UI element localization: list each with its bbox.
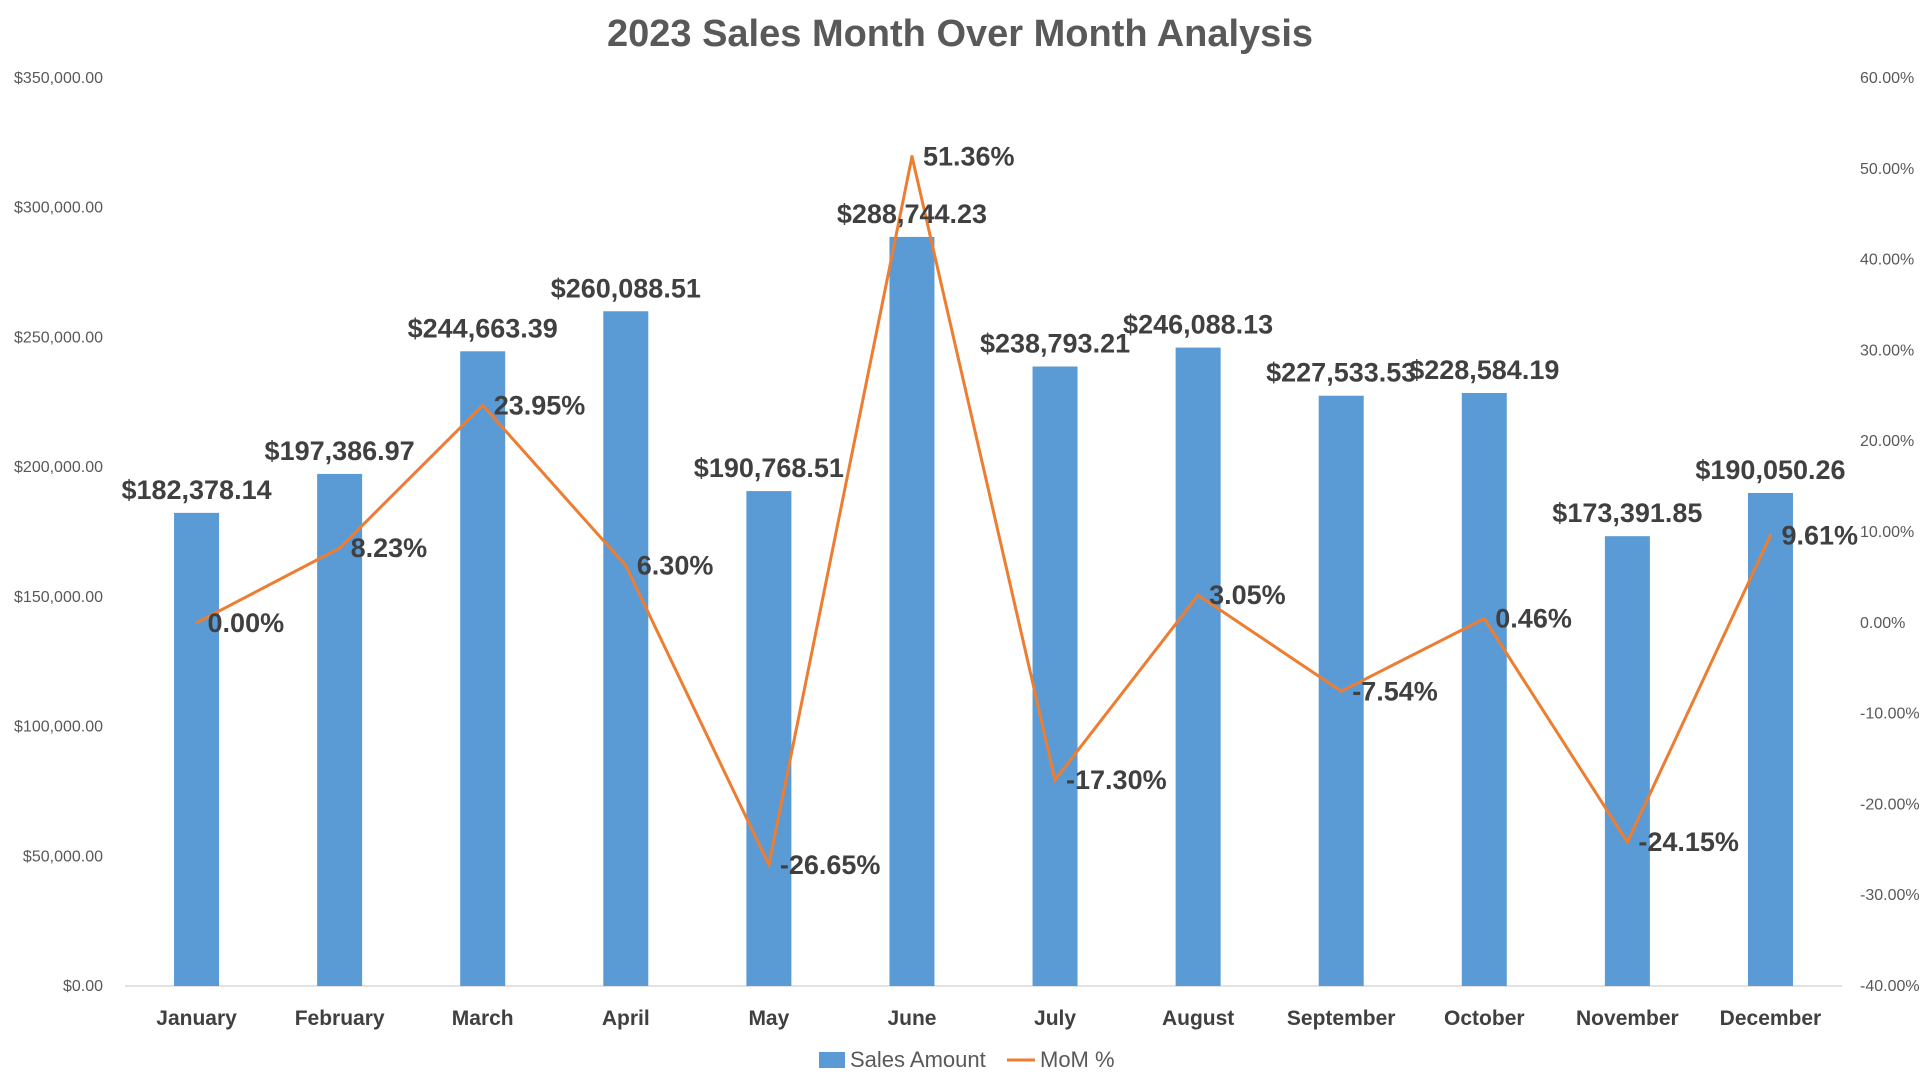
bar-sales-amount	[603, 311, 649, 986]
y-left-tick-label: $150,000.00	[14, 589, 103, 606]
line-data-label: 51.36%	[923, 141, 1015, 171]
point-mom-percent	[624, 564, 628, 568]
chart-title: 2023 Sales Month Over Month Analysis	[607, 13, 1313, 55]
x-category-label: January	[156, 1007, 237, 1030]
bar-data-label: $238,793.21	[980, 329, 1130, 359]
y-left-tick-label: $100,000.00	[14, 719, 103, 736]
line-data-label: -24.15%	[1638, 827, 1739, 857]
point-mom-percent	[767, 863, 771, 867]
x-category-label: December	[1720, 1007, 1822, 1030]
x-category-label: July	[1034, 1007, 1076, 1030]
line-data-label: 3.05%	[1209, 580, 1286, 610]
legend-label-mom: MoM %	[1040, 1047, 1115, 1072]
point-mom-percent	[1482, 617, 1486, 621]
legend-swatch-sales-amount	[819, 1052, 845, 1068]
bar-data-label: $228,584.19	[1409, 355, 1559, 385]
y-right-tick-label: 50.00%	[1860, 161, 1914, 178]
point-mom-percent	[1053, 778, 1057, 782]
bar-data-label: $197,386.97	[265, 436, 415, 466]
x-category-label: August	[1162, 1007, 1234, 1030]
bar-sales-amount	[746, 491, 792, 986]
bar-data-label: $227,533.53	[1266, 358, 1416, 388]
x-category-label: September	[1287, 1007, 1396, 1030]
x-category-label: March	[452, 1007, 514, 1030]
line-data-label: -7.54%	[1352, 676, 1438, 706]
line-series-mom	[195, 154, 1772, 870]
bar-sales-amount	[317, 473, 363, 986]
y-right-tick-label: 60.00%	[1860, 70, 1914, 87]
point-mom-percent	[1196, 593, 1200, 597]
line-data-label: 6.30%	[637, 551, 714, 581]
bar-sales-amount	[174, 512, 220, 986]
y-right-tick-label: -10.00%	[1860, 706, 1920, 723]
y-left-tick-label: $250,000.00	[14, 329, 103, 346]
bar-series-sales-amount	[174, 236, 1793, 986]
bar-data-label: $246,088.13	[1123, 310, 1273, 340]
line-data-label: 0.46%	[1495, 604, 1572, 634]
bar-data-label: $173,391.85	[1552, 498, 1702, 528]
y-left-tick-label: $50,000.00	[23, 848, 103, 865]
bar-sales-amount	[1032, 366, 1078, 986]
y-left-tick-label: $0.00	[63, 978, 103, 995]
point-mom-percent	[481, 403, 485, 407]
line-data-label: -17.30%	[1066, 765, 1167, 795]
point-mom-percent	[910, 154, 914, 158]
y-left-tick-label: $350,000.00	[14, 70, 103, 87]
point-mom-percent	[1625, 840, 1629, 844]
line-data-label: 23.95%	[494, 390, 586, 420]
x-category-label: February	[295, 1007, 385, 1030]
y-right-tick-label: -20.00%	[1860, 796, 1920, 813]
y-right-tick-label: 20.00%	[1860, 433, 1914, 450]
bar-data-label: $182,378.14	[121, 475, 271, 505]
bar-data-label: $190,768.51	[694, 453, 844, 483]
data-labels: $182,378.14 $197,386.97 $244,663.39 $260,08…	[121, 141, 1858, 879]
bar-sales-amount	[1175, 347, 1221, 986]
y-right-tick-label: 30.00%	[1860, 342, 1914, 359]
y-right-tick-label: -30.00%	[1860, 887, 1920, 904]
bar-sales-amount	[889, 236, 935, 986]
bar-data-label: $260,088.51	[551, 273, 701, 303]
bar-data-label: $244,663.39	[408, 313, 558, 343]
bar-sales-amount	[1604, 536, 1650, 986]
line-data-label: 9.61%	[1781, 521, 1858, 551]
point-mom-percent	[338, 546, 342, 550]
legend-label-sales-amount: Sales Amount	[850, 1047, 986, 1072]
point-mom-percent	[1768, 534, 1772, 538]
point-mom-percent	[1339, 689, 1343, 693]
legend: Sales Amount MoM %	[819, 1047, 1115, 1072]
x-category-label: May	[748, 1007, 789, 1030]
axes: $0.00 $50,000.00 $100,000.00 $150,000.00 $20…	[14, 70, 1920, 1030]
y-right-tick-label: 40.00%	[1860, 252, 1914, 269]
line-mom-percent	[195, 156, 1772, 870]
y-right-tick-label: 0.00%	[1860, 615, 1905, 632]
bar-sales-amount	[1461, 392, 1507, 986]
point-mom-percent	[195, 621, 199, 625]
bar-sales-amount	[460, 351, 506, 986]
line-data-label: 0.00%	[208, 608, 285, 638]
y-right-tick-label: -40.00%	[1860, 978, 1920, 995]
line-data-label: 8.23%	[351, 533, 428, 563]
x-category-label: October	[1444, 1007, 1525, 1030]
line-data-label: -26.65%	[780, 850, 881, 880]
y-right-tick-label: 10.00%	[1860, 524, 1914, 541]
bar-sales-amount	[1747, 492, 1793, 986]
y-left-tick-label: $200,000.00	[14, 459, 103, 476]
x-category-label: June	[887, 1007, 936, 1030]
bar-data-label: $288,744.23	[837, 199, 987, 229]
x-category-label: November	[1576, 1007, 1679, 1030]
bar-data-label: $190,050.26	[1695, 455, 1845, 485]
y-left-tick-label: $300,000.00	[14, 200, 103, 217]
x-category-label: April	[602, 1007, 650, 1030]
